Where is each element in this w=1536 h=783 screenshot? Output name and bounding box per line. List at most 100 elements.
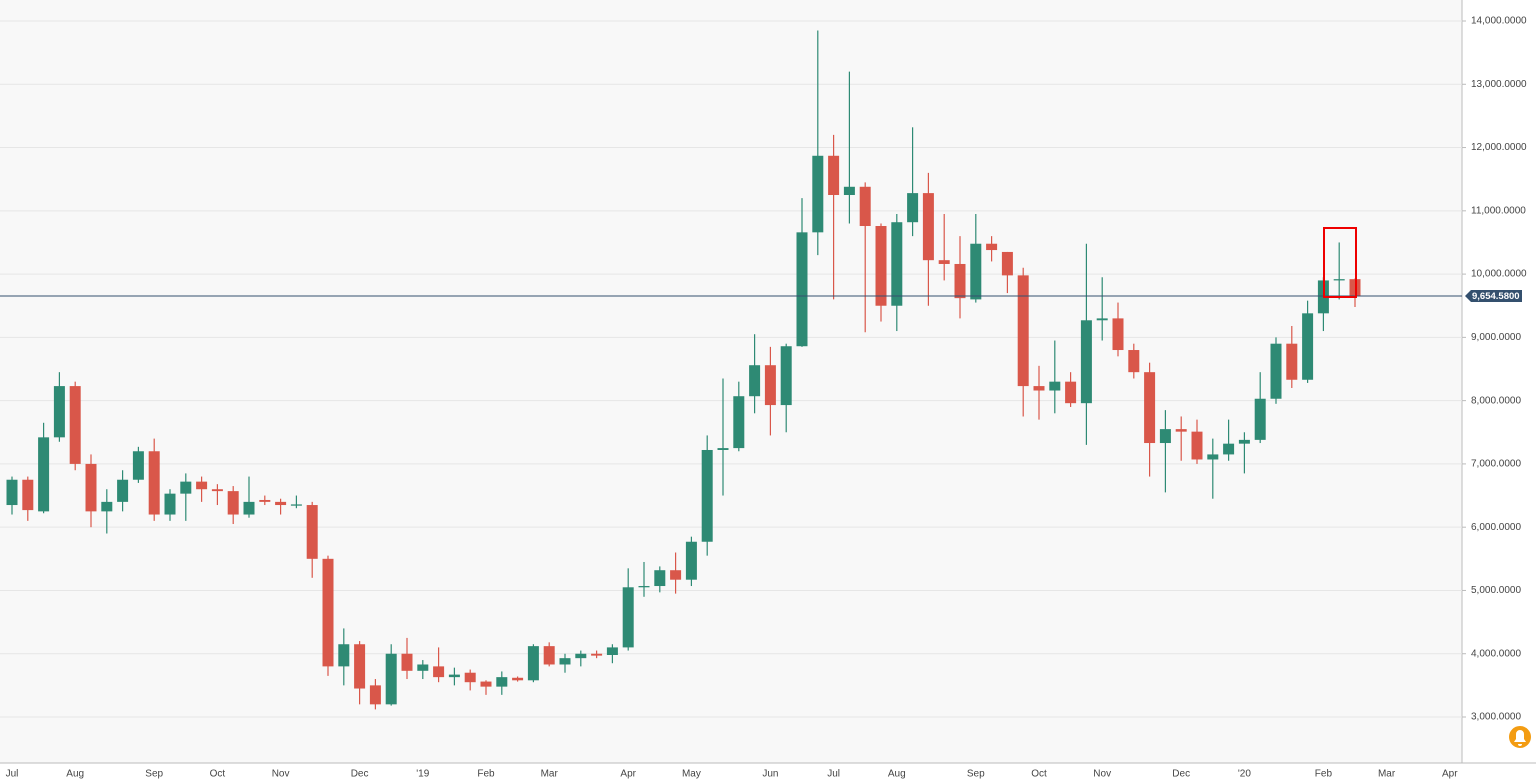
candle-body — [559, 658, 571, 665]
candle-body — [164, 493, 176, 515]
candle-body — [132, 451, 144, 480]
candle-body — [591, 653, 603, 656]
x-tick-label: '20 — [1238, 769, 1251, 780]
x-tick-label: Apr — [1442, 769, 1458, 780]
candle-body — [938, 260, 950, 264]
x-tick-label: Feb — [477, 769, 495, 780]
candle-body — [464, 672, 476, 683]
highlight-box — [1323, 227, 1357, 298]
notification-bell[interactable] — [1507, 724, 1533, 750]
candle-body — [1223, 443, 1235, 455]
candle-body — [275, 501, 287, 506]
candle-body — [448, 674, 460, 678]
y-tick-label: 5,000.0000 — [1471, 585, 1521, 596]
bell-icon[interactable] — [1514, 730, 1526, 746]
last-price-tag — [1465, 289, 1522, 302]
candle-body — [1128, 350, 1140, 373]
candle-body — [338, 644, 350, 667]
grid — [0, 20, 1466, 718]
candle-body — [670, 570, 682, 580]
candle-body — [53, 386, 65, 438]
x-tick-label: Aug — [888, 769, 906, 780]
candle-body — [1270, 343, 1282, 399]
candle-body — [433, 666, 445, 678]
candle-body — [1238, 439, 1250, 444]
candle-body — [385, 653, 397, 705]
candle-body — [1065, 381, 1077, 404]
y-tick-label: 8,000.0000 — [1471, 395, 1521, 406]
candle-body — [1033, 386, 1045, 391]
candle-body — [496, 677, 508, 687]
candle-body — [1096, 318, 1108, 321]
x-tick-label: Oct — [1031, 769, 1047, 780]
candle-body — [638, 586, 650, 588]
x-tick-label: Dec — [351, 769, 369, 780]
candle-body — [717, 448, 729, 450]
candle-body — [1080, 320, 1092, 404]
y-tick-label: 9,000.0000 — [1471, 332, 1521, 343]
x-tick-label: Dec — [1172, 769, 1190, 780]
x-tick-label: Apr — [620, 769, 636, 780]
y-tick-label: 3,000.0000 — [1471, 712, 1521, 723]
candle-body — [243, 501, 255, 515]
candle-body — [843, 186, 855, 196]
candle-body — [907, 193, 919, 223]
candle-body — [701, 449, 713, 542]
candle-body — [512, 677, 524, 681]
last-price-label: 9,654.5800 — [1472, 291, 1520, 302]
candle-body — [875, 226, 887, 306]
candle-body — [196, 481, 208, 490]
candle-body — [1017, 275, 1029, 387]
x-tick-label: Nov — [272, 769, 290, 780]
candle-body — [38, 437, 50, 512]
candle-body — [290, 504, 302, 506]
candle-body — [986, 243, 998, 251]
candle-body — [1112, 318, 1124, 351]
candle-body — [259, 499, 271, 502]
x-tick-label: Feb — [1315, 769, 1333, 780]
candle-body — [606, 647, 618, 655]
candle-body — [6, 479, 18, 506]
candle-body — [859, 186, 871, 227]
candle-body — [1286, 343, 1298, 380]
candle-body — [1191, 431, 1203, 460]
candle-body — [417, 664, 429, 671]
candle-body — [1144, 372, 1156, 444]
x-tick-label: Jul — [6, 769, 19, 780]
candle-body — [828, 155, 840, 196]
y-tick-label: 7,000.0000 — [1471, 459, 1521, 470]
candle-body — [654, 570, 666, 587]
candle-body — [354, 644, 366, 689]
candle-body — [812, 155, 824, 233]
y-tick-label: 13,000.0000 — [1471, 79, 1527, 90]
candle-body — [622, 587, 634, 648]
candle-body — [780, 346, 792, 406]
candle-body — [1159, 429, 1171, 444]
x-tick-label: Sep — [145, 769, 163, 780]
candle-body — [764, 365, 776, 406]
candle-body — [1254, 398, 1266, 440]
candle-body — [575, 653, 587, 659]
candle-body — [685, 541, 697, 580]
candle-body — [1049, 381, 1061, 391]
y-tick-label: 12,000.0000 — [1471, 142, 1527, 153]
candle-body — [1302, 313, 1314, 380]
candle-body — [954, 263, 966, 299]
candle-body — [733, 396, 745, 449]
candle-body — [180, 481, 192, 494]
x-tick-label: Mar — [541, 769, 559, 780]
candle-body — [1001, 251, 1013, 276]
candle-body — [322, 558, 334, 667]
candle-body — [922, 193, 934, 261]
candle-body — [369, 685, 381, 705]
y-tick-label: 6,000.0000 — [1471, 522, 1521, 533]
y-tick-label: 11,000.0000 — [1471, 205, 1526, 216]
candle-body — [749, 365, 761, 397]
x-tick-label: May — [682, 769, 701, 780]
candle-body — [480, 681, 492, 687]
candle-body — [306, 505, 318, 559]
candle-body — [117, 479, 129, 502]
x-tick-label: Sep — [967, 769, 985, 780]
